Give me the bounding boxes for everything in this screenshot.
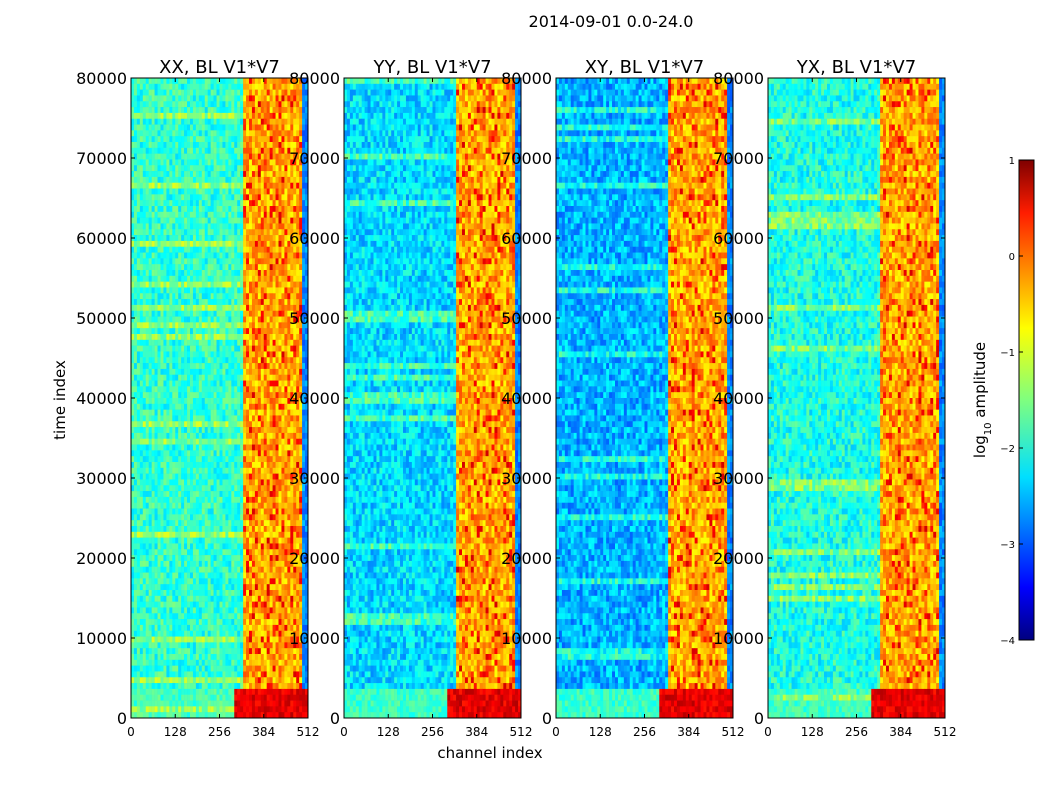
y-tick-label: 20000 — [713, 549, 764, 568]
colorbar-tick-label: 0 — [1009, 252, 1015, 263]
y-tick-label: 50000 — [501, 309, 552, 328]
y-tick-label: 80000 — [713, 69, 764, 88]
colorbar-gradient — [1019, 160, 1034, 640]
y-tick-label: 70000 — [713, 149, 764, 168]
y-tick-label: 70000 — [501, 149, 552, 168]
y-tick-label: 60000 — [713, 229, 764, 248]
y-tick-label: 40000 — [289, 389, 340, 408]
x-tick-label: 128 — [164, 725, 187, 739]
y-tick-label: 50000 — [289, 309, 340, 328]
x-tick-label: 0 — [552, 725, 560, 739]
y-tick-label: 30000 — [713, 469, 764, 488]
y-tick-label: 60000 — [289, 229, 340, 248]
y-tick-label: 30000 — [501, 469, 552, 488]
x-tick-label: 384 — [252, 725, 275, 739]
y-tick-label: 30000 — [289, 469, 340, 488]
y-tick-label: 70000 — [289, 149, 340, 168]
y-tick-label: 20000 — [76, 549, 127, 568]
colorbar-frame — [1018, 159, 1035, 641]
y-tick-label: 20000 — [289, 549, 340, 568]
y-tick-label: 10000 — [289, 629, 340, 648]
y-tick-label: 0 — [754, 709, 764, 728]
x-tick-label: 384 — [889, 725, 912, 739]
x-axis-label: channel index — [437, 744, 542, 762]
heatmap-panel: YY, BL V1*V7 0 128 256 384 512 0 10000 20000 3000… — [289, 57, 532, 739]
y-tick-label: 60000 — [501, 229, 552, 248]
panel-title: XX, BL V1*V7 — [159, 57, 280, 78]
colorbar-tick-label: 1 — [1009, 156, 1015, 167]
x-tick-label: 0 — [340, 725, 348, 739]
y-tick-label: 30000 — [76, 469, 127, 488]
panel-title: YY, BL V1*V7 — [372, 57, 491, 78]
y-tick-label: 50000 — [76, 309, 127, 328]
x-tick-label: 256 — [421, 725, 444, 739]
y-tick-label: 10000 — [76, 629, 127, 648]
y-tick-label: 0 — [542, 709, 552, 728]
x-tick-label: 512 — [934, 725, 957, 739]
colorbar-tick-label: −2 — [1000, 444, 1015, 455]
panels-group: XX, BL V1*V7 0 128 256 384 512 0 10000 20000 3000… — [76, 57, 956, 739]
colorbar-label: log10 amplitude — [971, 342, 994, 458]
x-tick-label: 128 — [801, 725, 824, 739]
x-tick-label: 512 — [510, 725, 533, 739]
x-tick-label: 512 — [722, 725, 745, 739]
y-tick-label: 60000 — [76, 229, 127, 248]
panel-title: XY, BL V1*V7 — [585, 57, 704, 78]
colorbar: 1 0 −1 −2 −3 −4 log10 amplitude — [971, 156, 1035, 647]
x-tick-label: 128 — [589, 725, 612, 739]
x-tick-label: 256 — [208, 725, 231, 739]
y-tick-label: 80000 — [76, 69, 127, 88]
y-tick-label: 80000 — [501, 69, 552, 88]
panel-title: YX, BL V1*V7 — [796, 57, 916, 78]
y-tick-label: 70000 — [76, 149, 127, 168]
colorbar-tick-label: −3 — [1000, 540, 1015, 551]
figure-title: 2014-09-01 0.0-24.0 — [0, 12, 1050, 31]
x-tick-label: 128 — [377, 725, 400, 739]
y-tick-label: 50000 — [713, 309, 764, 328]
x-tick-label: 256 — [633, 725, 656, 739]
heatmap-panel: YX, BL V1*V7 0 128 256 384 512 0 10000 20000 3000… — [713, 57, 956, 739]
y-tick-label: 10000 — [501, 629, 552, 648]
x-tick-label: 256 — [845, 725, 868, 739]
y-tick-label: 40000 — [76, 389, 127, 408]
y-tick-label: 10000 — [713, 629, 764, 648]
x-tick-label: 0 — [127, 725, 135, 739]
heatmap-panel: XX, BL V1*V7 0 128 256 384 512 0 10000 20000 3000… — [76, 57, 319, 739]
x-tick-label: 384 — [465, 725, 488, 739]
y-tick-label: 40000 — [501, 389, 552, 408]
colorbar-tick-label: −4 — [1000, 636, 1015, 647]
y-tick-label: 20000 — [501, 549, 552, 568]
x-tick-label: 0 — [764, 725, 772, 739]
x-tick-label: 512 — [297, 725, 320, 739]
y-tick-label: 80000 — [289, 69, 340, 88]
heatmap-panel: XY, BL V1*V7 0 128 256 384 512 0 10000 20000 3000… — [501, 57, 744, 739]
y-tick-label: 0 — [117, 709, 127, 728]
y-tick-label: 40000 — [713, 389, 764, 408]
colorbar-tick-label: −1 — [1000, 348, 1015, 359]
x-tick-label: 384 — [677, 725, 700, 739]
y-tick-label: 0 — [330, 709, 340, 728]
y-axis-label: time index — [51, 360, 69, 440]
